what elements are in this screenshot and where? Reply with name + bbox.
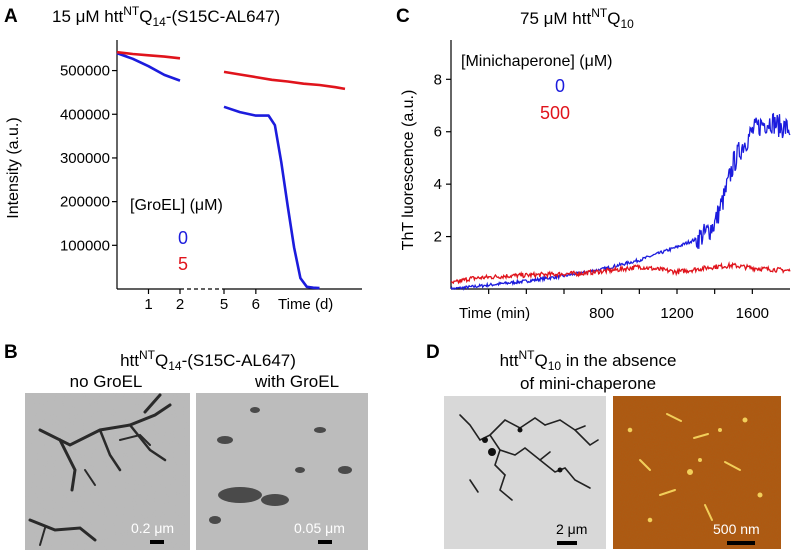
y-tick-label-c: 8 [434,71,442,88]
x-tick-label-c: 800 [589,305,614,322]
panel-d-title: httNTQ10 in the absence [500,348,677,373]
series-line-a-5 [223,70,346,91]
scale-bar-right-d: 500 nm [713,521,760,537]
series-line-a-0 [223,105,320,290]
panel-d: D httNTQ10 in the absence of mini-chaper… [426,342,781,549]
y-tick-label-a: 100000 [60,237,110,254]
series-c [450,112,791,291]
panel-letter-a: A [4,6,18,27]
y-axis-label-c: ThT luorescence (a.u.) [400,90,417,251]
series-line-a-5 [116,50,181,60]
legend-a-0: 0 [178,228,188,248]
series-line-c-0 [450,112,791,291]
y-tick-label-a: 500000 [60,63,110,80]
y-tick-label-c: 4 [434,176,442,193]
x-tick-label-a: 6 [252,296,260,313]
scale-bar-left-d: 2 μm [556,521,587,537]
label-with-groel: with GroEL [254,372,339,391]
y-tick-label-a: 300000 [60,150,110,167]
panel-letter-c: C [396,6,410,27]
series-a [116,50,346,290]
em-image-no-groel: 0.2 μm [25,393,190,550]
panel-b: B httNTQ14-(S15C-AL647) no GroEL with Gr… [4,342,368,550]
panel-a: A 15 μM httNTQ14-(S15C-AL647) Intensity … [4,4,362,313]
afm-image-d: 500 nm [613,396,781,549]
scale-bar-right-b: 0.05 μm [294,520,345,536]
x-axis-label-a: Time (d) [278,296,333,313]
x-tick-label-a: 5 [220,296,228,313]
legend-title-c: [Minichaperone] (μM) [461,53,613,70]
panel-letter-b: B [4,342,18,363]
y-ticks-c: 2 4 6 8 [434,71,451,246]
x-tick-label-c: 1200 [660,305,693,322]
y-ticks-a: 100000 200000 300000 400000 500000 [60,63,117,254]
x-axis-label-c: Time (min) [459,305,530,322]
panel-c-title: 75 μM httNTQ10 [520,6,634,31]
panel-a-title: 15 μM httNTQ14-(S15C-AL647) [52,4,280,29]
series-line-a-0 [116,51,181,82]
y-tick-label-a: 400000 [60,106,110,123]
em-image-d: 2 μm [444,396,606,549]
x-ticks-a: 1 2 5 6 [144,289,260,313]
x-tick-label-a: 1 [144,296,152,313]
legend-c-0: 0 [555,76,565,96]
y-tick-label-a: 200000 [60,194,110,211]
legend-a-5: 5 [178,254,188,274]
panel-d-title-line2: of mini-chaperone [520,374,656,393]
legend-c-500: 500 [540,103,570,123]
series-line-c-500 [450,261,791,285]
panel-c: C 75 μM httNTQ10 ThT luorescence (a.u.) … [396,6,791,322]
em-image-with-groel: 0.05 μm [196,393,368,550]
panel-b-title: httNTQ14-(S15C-AL647) [120,348,296,373]
panel-letter-d: D [426,342,440,363]
x-ticks-c: 800 1200 1600 [488,289,769,322]
label-no-groel: no GroEL [70,372,143,391]
scale-bar-left-b: 0.2 μm [131,520,174,536]
y-axis-label-a: Intensity (a.u.) [5,117,22,218]
x-tick-label-a: 2 [176,296,184,313]
legend-title-a: [GroEL] (μM) [130,197,223,214]
x-tick-label-c: 1600 [736,305,769,322]
y-tick-label-c: 2 [434,229,442,246]
y-tick-label-c: 6 [434,124,442,141]
